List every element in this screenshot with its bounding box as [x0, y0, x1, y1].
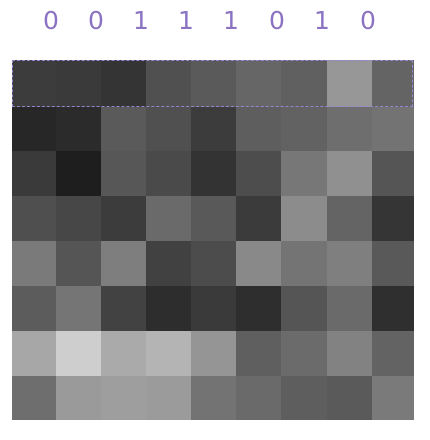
- grid-cell: [101, 376, 146, 420]
- bit-label: 1: [133, 6, 149, 35]
- grid-cell: [191, 241, 236, 286]
- grid-cell: [101, 107, 146, 151]
- grid-cell: [236, 286, 281, 331]
- grid-cell: [327, 151, 372, 196]
- grid-cell: [281, 286, 327, 331]
- grid-cell: [146, 241, 191, 286]
- grid-cell: [191, 151, 236, 196]
- pixel-grid: [12, 60, 414, 420]
- grid-cell: [12, 241, 56, 286]
- grid-cell: [56, 241, 101, 286]
- grid-cell: [281, 241, 327, 286]
- grid-cell: [327, 196, 372, 241]
- grid-cell: [236, 107, 281, 151]
- bit-label-row: 0 0 1 1 1 0 1 0: [0, 0, 430, 50]
- grid-cell: [236, 60, 281, 107]
- grid-cell: [236, 151, 281, 196]
- grid-cell: [56, 107, 101, 151]
- grid-cell: [372, 241, 414, 286]
- grid-cell: [56, 196, 101, 241]
- grid-cell: [236, 241, 281, 286]
- bit-label: 0: [88, 6, 104, 35]
- grid-cell: [101, 151, 146, 196]
- grid-cell: [146, 376, 191, 420]
- grid-cell: [372, 60, 414, 107]
- grid-cell: [191, 60, 236, 107]
- grid-cell: [101, 196, 146, 241]
- grid-cell: [281, 60, 327, 107]
- grid-cell: [12, 107, 56, 151]
- grid-cell: [12, 151, 56, 196]
- grid-cell: [146, 331, 191, 376]
- grid-cell: [281, 151, 327, 196]
- grid-cell: [101, 286, 146, 331]
- grid-cell: [12, 331, 56, 376]
- grid-cell: [236, 331, 281, 376]
- grid-cell: [12, 376, 56, 420]
- grid-cell: [146, 196, 191, 241]
- bit-label: 1: [223, 6, 239, 35]
- grid-cell: [56, 331, 101, 376]
- grid-cell: [146, 151, 191, 196]
- grid-cell: [101, 331, 146, 376]
- grid-cell: [56, 60, 101, 107]
- grid-cell: [12, 196, 56, 241]
- grid-cell: [12, 60, 56, 107]
- bit-label: 1: [314, 6, 330, 35]
- grid-cell: [191, 331, 236, 376]
- bit-label: 0: [43, 6, 59, 35]
- grid-cell: [372, 331, 414, 376]
- grid-cell: [372, 376, 414, 420]
- grid-cell: [327, 60, 372, 107]
- grid-cell: [56, 151, 101, 196]
- grid-cell: [191, 107, 236, 151]
- grid-cell: [372, 151, 414, 196]
- grid-cell: [236, 196, 281, 241]
- grid-cell: [101, 60, 146, 107]
- grid-cell: [327, 107, 372, 151]
- grid-cell: [281, 331, 327, 376]
- grid-cell: [372, 107, 414, 151]
- grid-cell: [372, 196, 414, 241]
- grid-cell: [146, 107, 191, 151]
- grid-cell: [327, 286, 372, 331]
- grid-cell: [191, 376, 236, 420]
- grid-cell: [56, 286, 101, 331]
- grid-cell: [281, 107, 327, 151]
- bit-label: 0: [269, 6, 285, 35]
- grid-cell: [191, 196, 236, 241]
- grid-cell: [146, 286, 191, 331]
- grid-cell: [101, 241, 146, 286]
- grid-cell: [236, 376, 281, 420]
- grid-cell: [327, 241, 372, 286]
- grid-cell: [146, 60, 191, 107]
- grid-cell: [191, 286, 236, 331]
- grid-cell: [327, 331, 372, 376]
- grid-cell: [281, 196, 327, 241]
- grid-cell: [372, 286, 414, 331]
- grid-cell: [12, 286, 56, 331]
- grid-cell: [327, 376, 372, 420]
- grid-cell: [281, 376, 327, 420]
- grid-cell: [56, 376, 101, 420]
- bit-label: 0: [360, 6, 376, 35]
- bit-label: 1: [178, 6, 194, 35]
